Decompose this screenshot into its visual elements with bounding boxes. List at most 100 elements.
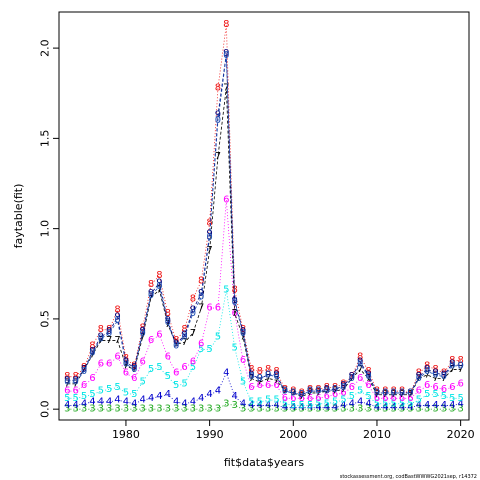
data-point: 9 bbox=[114, 312, 120, 323]
plot-frame bbox=[58, 11, 470, 421]
data-point: 9 bbox=[98, 331, 104, 342]
data-point: 6 bbox=[449, 382, 455, 393]
data-point: 8 bbox=[106, 324, 112, 335]
data-point: 6 bbox=[382, 393, 388, 404]
data-point: 5 bbox=[190, 362, 196, 373]
data-point: 4 bbox=[441, 400, 447, 411]
data-point: 8 bbox=[165, 308, 171, 319]
data-point: 0 bbox=[298, 389, 304, 400]
data-point: 9 bbox=[173, 339, 179, 350]
data-point: 9 bbox=[81, 364, 87, 375]
data-point: 8 bbox=[416, 368, 422, 379]
data-point: 9 bbox=[131, 362, 137, 373]
data-point: 0 bbox=[449, 360, 455, 371]
data-point: 0 bbox=[265, 369, 271, 380]
y-axis: 0.0 0.5 1.0 1.5 2.0 bbox=[39, 39, 59, 418]
y-tick-label: 2.0 bbox=[39, 39, 52, 57]
series-line bbox=[67, 55, 461, 396]
data-point: 6 bbox=[424, 380, 430, 391]
data-point: 0 bbox=[181, 331, 187, 342]
data-point: 8 bbox=[324, 382, 330, 393]
data-point: 0 bbox=[332, 384, 338, 395]
x-tick-label: 2000 bbox=[279, 428, 307, 441]
data-point: 7 bbox=[332, 386, 338, 397]
data-point: 0 bbox=[399, 387, 405, 398]
data-point: 5 bbox=[73, 393, 79, 404]
data-point: 3 bbox=[248, 404, 254, 415]
data-point: 6 bbox=[357, 373, 363, 384]
data-point: 9 bbox=[382, 387, 388, 398]
data-point: 7 bbox=[106, 335, 112, 346]
data-point: 0 bbox=[73, 377, 79, 388]
data-point: 8 bbox=[457, 355, 463, 366]
data-point: 7 bbox=[240, 331, 246, 342]
data-point: 6 bbox=[223, 194, 229, 205]
data-point: 8 bbox=[248, 364, 254, 375]
data-point: 4 bbox=[365, 398, 371, 409]
data-point: 5 bbox=[64, 393, 70, 404]
data-point: 9 bbox=[282, 386, 288, 397]
data-point: 6 bbox=[257, 380, 263, 391]
data-point: 4 bbox=[265, 400, 271, 411]
data-point: 7 bbox=[340, 384, 346, 395]
data-point: 7 bbox=[64, 378, 70, 389]
data-point: 4 bbox=[298, 402, 304, 413]
data-point: 0 bbox=[307, 386, 313, 397]
data-point: 8 bbox=[365, 366, 371, 377]
data-point: 5 bbox=[223, 285, 229, 296]
data-point: 6 bbox=[98, 359, 104, 370]
data-point: 3 bbox=[290, 404, 296, 415]
data-point: 6 bbox=[89, 373, 95, 384]
data-point: 6 bbox=[457, 378, 463, 389]
data-point: 4 bbox=[257, 400, 263, 411]
data-point: 3 bbox=[441, 404, 447, 415]
data-point: 4 bbox=[223, 368, 229, 379]
data-point: 9 bbox=[73, 375, 79, 386]
data-point: 4 bbox=[198, 393, 204, 404]
data-point: 9 bbox=[324, 384, 330, 395]
data-point: 4 bbox=[139, 395, 145, 406]
data-point: 8 bbox=[114, 304, 120, 315]
data-point: 5 bbox=[365, 391, 371, 402]
data-point: 9 bbox=[248, 369, 254, 380]
data-point: 4 bbox=[282, 402, 288, 413]
data-point: 6 bbox=[181, 362, 187, 373]
data-point: 6 bbox=[365, 380, 371, 391]
data-point: 4 bbox=[290, 402, 296, 413]
data-point: 7 bbox=[365, 373, 371, 384]
data-point: 7 bbox=[139, 331, 145, 342]
data-point: 0 bbox=[315, 386, 321, 397]
data-point: 0 bbox=[416, 373, 422, 384]
y-tick-label: 0.0 bbox=[39, 400, 52, 418]
data-point: 5 bbox=[349, 391, 355, 402]
data-point: 5 bbox=[156, 362, 162, 373]
data-point: 7 bbox=[123, 360, 129, 371]
data-point: 8 bbox=[215, 82, 221, 93]
data-point: 4 bbox=[64, 400, 70, 411]
data-point: 4 bbox=[324, 402, 330, 413]
data-point: 4 bbox=[382, 402, 388, 413]
data-point: 8 bbox=[81, 362, 87, 373]
data-point: 5 bbox=[424, 389, 430, 400]
data-point: 8 bbox=[98, 324, 104, 335]
data-point: 3 bbox=[98, 404, 104, 415]
data-point: 3 bbox=[156, 404, 162, 415]
data-point: 4 bbox=[156, 391, 162, 402]
data-point: 9 bbox=[223, 48, 229, 59]
data-point: 6 bbox=[240, 355, 246, 366]
data-point: 9 bbox=[198, 288, 204, 299]
data-point: 9 bbox=[156, 277, 162, 288]
data-point: 8 bbox=[340, 378, 346, 389]
credit-text: stockassessment.org, codBastWWWG2021sep,… bbox=[340, 474, 477, 480]
data-point: 3 bbox=[282, 404, 288, 415]
data-point: 3 bbox=[365, 404, 371, 415]
data-point: 7 bbox=[190, 328, 196, 339]
data-point: 6 bbox=[340, 387, 346, 398]
data-point: 8 bbox=[73, 371, 79, 382]
data-point: 4 bbox=[173, 396, 179, 407]
data-point: 7 bbox=[198, 303, 204, 314]
